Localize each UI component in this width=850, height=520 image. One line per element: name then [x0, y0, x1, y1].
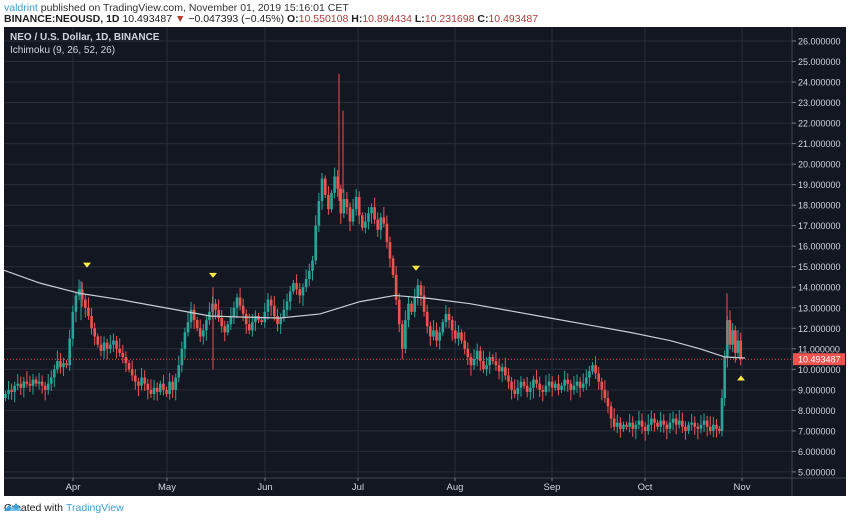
price-tick-label: 8.000000	[798, 406, 836, 416]
time-tick-label: Sep	[544, 482, 561, 493]
price-tick-label: 21.000000	[798, 139, 841, 149]
low-label: L:	[414, 13, 425, 25]
price-tick-label: 23.000000	[798, 98, 841, 108]
price-change: −0.047393 (−0.45%)	[188, 13, 285, 25]
price-tick-label: 15.000000	[798, 262, 841, 272]
price-tick-label: 19.000000	[798, 180, 841, 190]
last-price: 10.493487	[122, 13, 173, 25]
high-value: 10.894434	[362, 13, 412, 25]
price-tick-label: 18.000000	[798, 201, 841, 211]
time-tick-label: Jul	[352, 482, 364, 493]
symbol-label: BINANCE:NEOUSD, 1D	[4, 13, 120, 25]
time-tick-label: Nov	[734, 482, 751, 493]
chart-panel[interactable]: 26.000000 25.000000 24.000000 23.000000 22.0…	[4, 27, 846, 496]
open-label: O:	[287, 13, 299, 25]
price-tick-label: 6.000000	[798, 447, 836, 457]
chart-legend: NEO / U.S. Dollar, 1D, BINANCE Ichimoku …	[10, 31, 159, 57]
tradingview-logo-icon	[4, 503, 22, 511]
price-tick-label: 9.000000	[798, 385, 836, 395]
current-price-badge	[793, 353, 845, 366]
publish-info: valdrint published on TradingView.com, N…	[4, 2, 349, 14]
current-price-label: 10.493487	[798, 355, 841, 365]
ohlc-header: BINANCE:NEOUSD, 1D 10.493487 ▼ −0.047393…	[4, 13, 538, 25]
low-value: 10.231698	[424, 13, 475, 25]
price-tick-label: 25.000000	[798, 57, 841, 67]
time-tick-label: Aug	[447, 482, 464, 493]
close-label: C:	[477, 13, 489, 25]
footer: Created with TradingView	[4, 502, 124, 514]
price-tick-label: 5.000000	[798, 467, 836, 477]
price-tick-label: 24.000000	[798, 78, 841, 88]
down-arrow-marker-icon	[83, 262, 91, 268]
time-tick-label: Jun	[257, 482, 272, 493]
price-tick-label: 20.000000	[798, 160, 841, 170]
open-value: 10.550108	[298, 13, 349, 25]
price-tick-label: 13.000000	[798, 303, 841, 313]
legend-indicator[interactable]: Ichimoku (9, 26, 52, 26)	[10, 45, 116, 56]
price-tick-label: 12.000000	[798, 324, 841, 334]
candles	[4, 73, 742, 441]
legend-title: NEO / U.S. Dollar, 1D, BINANCE	[10, 32, 160, 43]
price-tick-label: 22.000000	[798, 119, 841, 129]
close-value: 10.493487	[488, 13, 539, 25]
time-tick-label: Apr	[66, 482, 81, 493]
published-text: published on TradingView.com, November 0…	[37, 2, 349, 14]
author-link[interactable]: valdrint	[4, 2, 38, 14]
down-arrow-marker-icon	[209, 272, 217, 278]
down-arrow-marker-icon	[412, 265, 420, 271]
moving-average-line	[4, 269, 746, 359]
price-tick-label: 16.000000	[798, 242, 841, 252]
price-tick-label: 11.000000	[798, 344, 840, 354]
candlestick-chart[interactable]: 26.000000 25.000000 24.000000 23.000000 22.0…	[4, 27, 846, 496]
price-tick-label: 17.000000	[798, 221, 841, 231]
price-tick-label: 10.000000	[798, 365, 841, 375]
price-tick-label: 14.000000	[798, 283, 841, 293]
price-tick-label: 7.000000	[798, 426, 836, 436]
down-triangle-icon: ▼	[175, 13, 186, 25]
tradingview-brand-link[interactable]: TradingView	[65, 502, 124, 514]
time-tick-label: May	[158, 482, 176, 493]
high-label: H:	[351, 13, 363, 25]
price-tick-label: 26.000000	[798, 37, 841, 47]
up-arrow-marker-icon	[737, 375, 745, 381]
time-tick-label: Oct	[638, 482, 653, 493]
